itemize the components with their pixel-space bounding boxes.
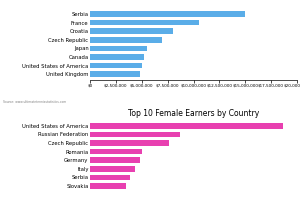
Bar <box>90 37 163 43</box>
Bar <box>90 46 147 51</box>
Bar <box>90 28 173 34</box>
Text: Source: www.ultimatetennisstatistics.com: Source: www.ultimatetennisstatistics.com <box>3 100 66 104</box>
Bar <box>90 175 130 180</box>
Bar <box>90 20 199 25</box>
Bar <box>90 157 140 163</box>
Bar <box>90 140 169 146</box>
Bar <box>90 63 142 68</box>
Bar <box>90 183 126 189</box>
Bar <box>90 149 142 154</box>
Bar <box>90 71 140 77</box>
Bar <box>90 54 144 60</box>
Bar <box>90 123 283 129</box>
Bar <box>90 132 180 137</box>
Bar <box>90 11 245 17</box>
Title: Top 10 Female Earners by Country: Top 10 Female Earners by Country <box>128 109 259 118</box>
Bar <box>90 166 135 172</box>
